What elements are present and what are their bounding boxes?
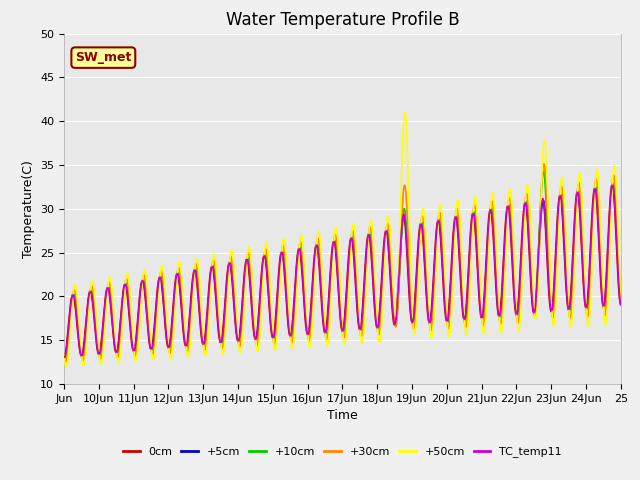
+50cm <box>60 352 68 358</box>
TC_temp11 <box>609 182 617 188</box>
+50cm <box>401 110 408 116</box>
+50cm <box>62 364 70 370</box>
0cm <box>60 355 68 360</box>
+10cm <box>61 355 68 361</box>
+5cm <box>60 353 68 359</box>
X-axis label: Time: Time <box>327 409 358 422</box>
+10cm <box>60 354 68 360</box>
Line: TC_temp11: TC_temp11 <box>64 185 621 357</box>
TC_temp11 <box>617 301 625 307</box>
Text: SW_met: SW_met <box>75 51 131 64</box>
Y-axis label: Temperature(C): Temperature(C) <box>22 160 35 258</box>
+10cm <box>228 271 236 276</box>
0cm <box>431 247 439 253</box>
+50cm <box>256 330 264 336</box>
+10cm <box>256 305 264 311</box>
+50cm <box>401 110 409 116</box>
+5cm <box>432 247 440 253</box>
+50cm <box>433 258 440 264</box>
0cm <box>608 181 616 187</box>
+30cm <box>277 254 285 260</box>
+50cm <box>126 292 134 298</box>
TC_temp11 <box>400 211 408 217</box>
TC_temp11 <box>228 270 236 276</box>
+5cm <box>126 316 134 322</box>
0cm <box>255 302 263 308</box>
+5cm <box>256 301 264 307</box>
Title: Water Temperature Profile B: Water Temperature Profile B <box>225 11 460 29</box>
+30cm <box>432 259 440 264</box>
+50cm <box>228 250 236 255</box>
Line: 0cm: 0cm <box>64 184 621 358</box>
TC_temp11 <box>431 253 439 259</box>
+10cm <box>277 253 285 259</box>
+5cm <box>228 274 236 280</box>
0cm <box>276 253 284 259</box>
Line: +50cm: +50cm <box>64 113 621 367</box>
TC_temp11 <box>255 307 263 312</box>
0cm <box>125 315 133 321</box>
TC_temp11 <box>125 311 133 317</box>
+10cm <box>126 313 134 319</box>
+30cm <box>617 302 625 308</box>
+10cm <box>401 206 408 212</box>
+5cm <box>617 299 625 304</box>
+30cm <box>540 161 548 167</box>
Line: +30cm: +30cm <box>64 164 621 362</box>
+10cm <box>617 300 625 306</box>
+30cm <box>61 360 69 365</box>
+5cm <box>61 354 68 360</box>
+30cm <box>60 355 68 360</box>
+50cm <box>277 260 285 266</box>
+30cm <box>256 315 264 321</box>
+30cm <box>228 261 236 267</box>
0cm <box>400 212 408 217</box>
0cm <box>617 302 625 308</box>
+10cm <box>540 168 547 174</box>
+50cm <box>617 296 625 302</box>
+5cm <box>609 183 617 189</box>
0cm <box>228 273 236 279</box>
TC_temp11 <box>60 354 68 360</box>
+30cm <box>126 305 134 311</box>
+5cm <box>277 254 285 260</box>
Line: +10cm: +10cm <box>64 171 621 358</box>
+30cm <box>401 182 408 188</box>
TC_temp11 <box>276 256 284 262</box>
+10cm <box>432 250 440 255</box>
Legend: 0cm, +5cm, +10cm, +30cm, +50cm, TC_temp11: 0cm, +5cm, +10cm, +30cm, +50cm, TC_temp1… <box>118 442 566 462</box>
Line: +5cm: +5cm <box>64 186 621 357</box>
+5cm <box>401 213 408 219</box>
